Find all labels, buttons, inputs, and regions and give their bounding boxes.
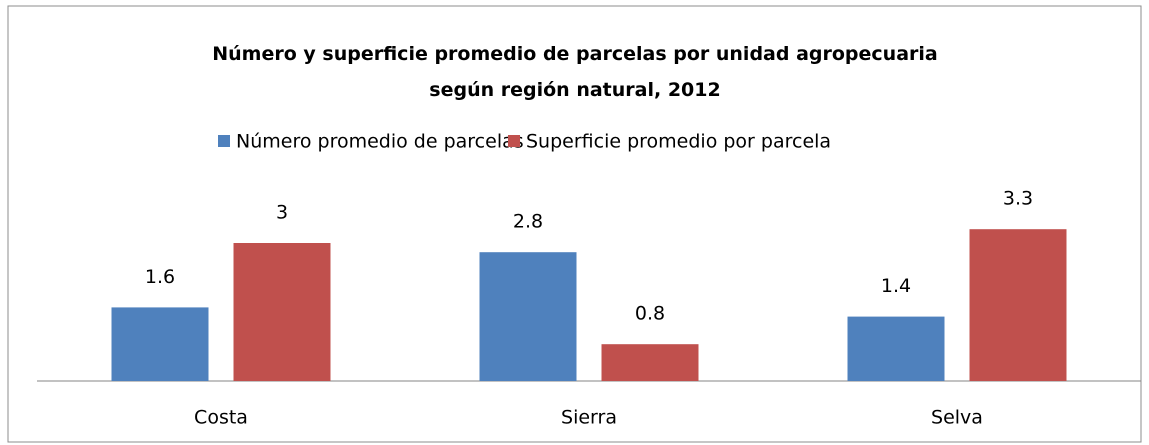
data-label: 1.6 bbox=[145, 266, 175, 288]
bar bbox=[111, 307, 209, 381]
legend-swatch bbox=[508, 135, 520, 147]
legend-label: Número promedio de parcelas bbox=[236, 131, 524, 153]
x-tick-label: Sierra bbox=[561, 407, 617, 429]
data-label: 1.4 bbox=[881, 275, 911, 297]
x-tick-label: Selva bbox=[931, 407, 983, 429]
bar bbox=[601, 344, 699, 381]
legend-label: Superficie promedio por parcela bbox=[526, 131, 831, 153]
bar bbox=[479, 252, 577, 381]
chart-border bbox=[7, 5, 1142, 443]
data-label: 2.8 bbox=[513, 211, 543, 233]
bar bbox=[847, 316, 945, 381]
data-label: 0.8 bbox=[635, 303, 665, 325]
data-label: 3.3 bbox=[1003, 188, 1033, 210]
data-label: 3 bbox=[276, 202, 288, 224]
bar bbox=[233, 243, 331, 381]
legend-swatch bbox=[218, 135, 230, 147]
x-tick-label: Costa bbox=[194, 407, 248, 429]
chart-title: Número y superficie promedio de parcelas… bbox=[212, 43, 938, 101]
bar bbox=[969, 229, 1067, 381]
